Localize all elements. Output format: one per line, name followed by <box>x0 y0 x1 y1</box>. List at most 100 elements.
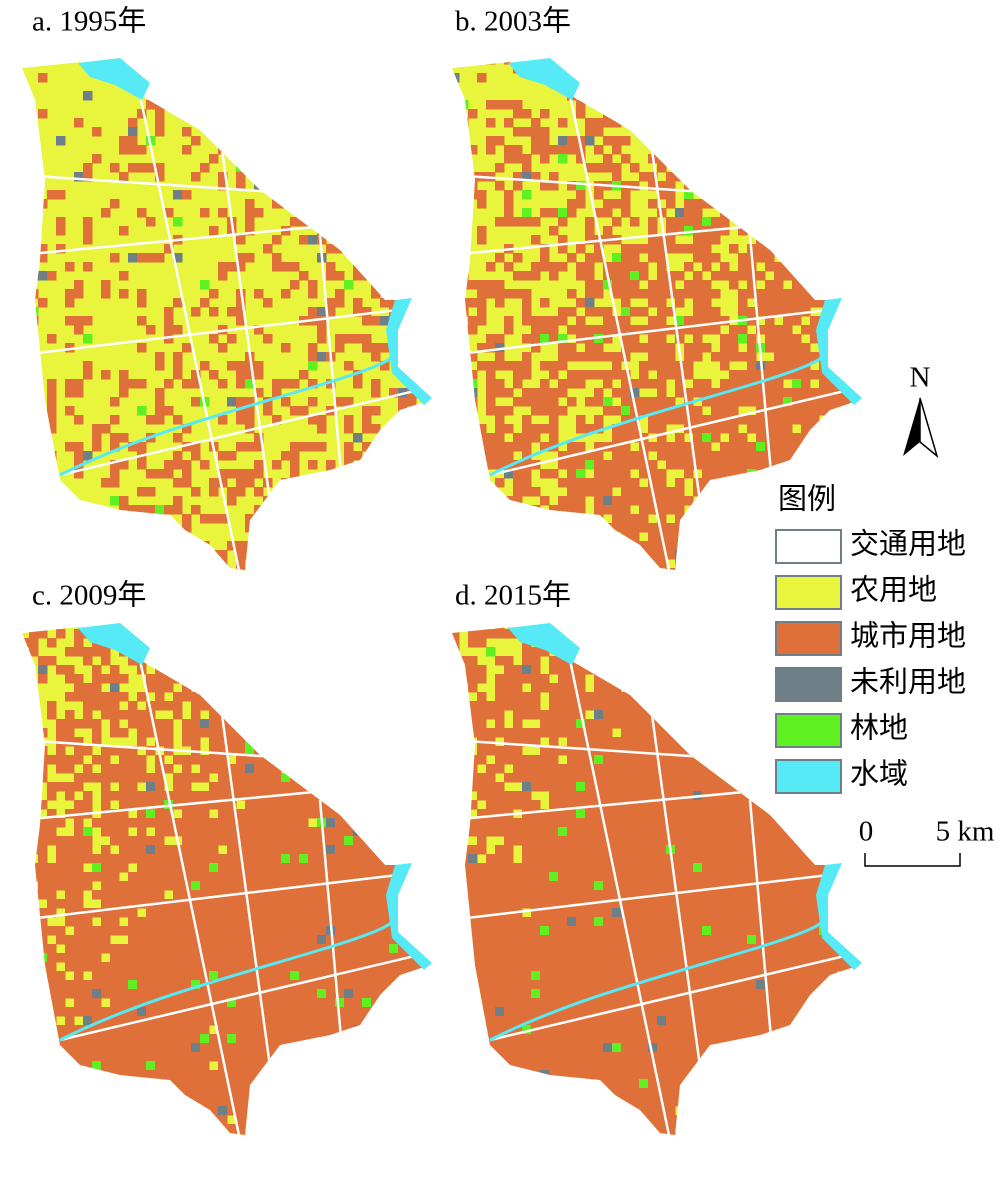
land-cell <box>407 289 417 299</box>
land-cell <box>738 397 748 407</box>
land-cell <box>326 1070 336 1080</box>
land-cell <box>855 352 860 362</box>
land-cell <box>567 136 577 146</box>
land-cell <box>648 424 658 434</box>
land-cell <box>308 1106 318 1116</box>
land-cell <box>146 872 156 882</box>
land-cell <box>65 298 75 308</box>
land-cell <box>765 127 775 137</box>
land-cell <box>164 1106 174 1116</box>
land-cell <box>693 127 703 137</box>
land-cell <box>864 478 874 488</box>
land-cell <box>477 442 487 452</box>
land-cell <box>774 262 784 272</box>
land-cell <box>155 782 165 792</box>
land-cell <box>729 109 739 119</box>
land-cell <box>164 406 174 416</box>
land-cell <box>119 854 129 864</box>
land-cell <box>191 451 201 461</box>
land-cell <box>236 944 246 954</box>
land-cell <box>398 782 408 792</box>
land-cell <box>389 647 399 657</box>
land-cell <box>191 800 201 810</box>
land-cell <box>362 746 372 756</box>
land-cell <box>173 998 183 1008</box>
land-cell <box>101 971 111 981</box>
land-cell <box>272 674 282 684</box>
land-cell <box>720 406 730 416</box>
land-cell <box>380 674 390 684</box>
land-cell <box>855 460 860 470</box>
land-cell <box>531 424 541 434</box>
land-cell <box>711 406 721 416</box>
land-cell <box>344 890 354 900</box>
land-cell <box>236 163 246 173</box>
land-cell <box>47 271 57 281</box>
land-cell <box>326 998 336 1008</box>
land-cell <box>389 836 399 846</box>
land-cell <box>281 154 291 164</box>
land-cell <box>137 791 147 801</box>
land-cell <box>837 62 847 65</box>
land-cell <box>245 701 255 711</box>
land-cell <box>425 379 430 389</box>
land-cell <box>621 334 631 344</box>
land-cell <box>477 343 487 353</box>
land-cell <box>452 118 460 128</box>
land-cell <box>299 1025 309 1035</box>
land-cell <box>65 1043 75 1053</box>
land-cell <box>344 872 354 882</box>
land-cell <box>416 656 426 666</box>
land-cell <box>254 1061 264 1071</box>
land-cell <box>344 629 354 639</box>
land-cell <box>308 989 318 999</box>
land-cell <box>218 809 228 819</box>
land-cell <box>657 379 667 389</box>
land-cell <box>65 379 75 389</box>
land-cell <box>594 190 604 200</box>
land-cell <box>810 388 820 398</box>
land-cell <box>119 1052 129 1062</box>
land-cell <box>846 190 856 200</box>
land-cell <box>567 469 577 479</box>
land-cell <box>218 737 228 747</box>
land-cell <box>128 1133 138 1135</box>
land-cell <box>594 388 604 398</box>
land-cell <box>101 917 111 927</box>
land-cell <box>22 1097 30 1107</box>
land-cell <box>272 989 282 999</box>
land-cell <box>119 845 129 855</box>
land-cell <box>630 550 640 560</box>
land-cell <box>119 460 129 470</box>
land-cell <box>326 136 336 146</box>
land-cell <box>22 496 30 506</box>
land-cell <box>200 361 210 371</box>
land-cell <box>353 719 363 729</box>
land-cell <box>119 773 129 783</box>
land-cell <box>495 460 505 470</box>
land-cell <box>666 487 676 497</box>
land-cell <box>317 710 327 720</box>
land-cell <box>452 514 460 524</box>
land-cell <box>236 1016 246 1026</box>
land-cell <box>137 863 147 873</box>
land-cell <box>864 487 874 497</box>
land-cell <box>263 890 273 900</box>
land-cell <box>101 935 111 945</box>
land-cell <box>452 433 460 443</box>
land-cell <box>110 836 120 846</box>
land-cell <box>630 541 640 551</box>
land-cell <box>693 271 703 281</box>
land-cell <box>272 1124 282 1134</box>
land-cell <box>335 872 345 882</box>
land-cell <box>371 998 381 1008</box>
land-cell <box>245 424 255 434</box>
land-cell <box>110 415 120 425</box>
land-cell <box>119 1034 129 1044</box>
land-cell <box>83 1052 93 1062</box>
land-cell <box>191 935 201 945</box>
land-cell <box>371 818 381 828</box>
land-cell <box>594 505 604 515</box>
land-cell <box>846 451 856 461</box>
land-cell <box>317 627 327 630</box>
